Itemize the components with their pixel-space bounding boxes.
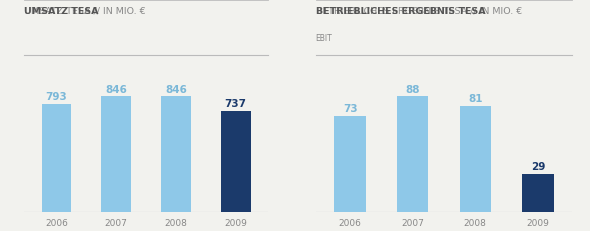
Text: 81: 81 [468,93,483,103]
Bar [397,97,428,213]
Bar [161,97,191,213]
Text: 846: 846 [105,84,127,94]
Bar [522,174,553,213]
Text: 88: 88 [405,84,420,94]
Text: BETRIEBLICHES ERGEBNIS TESA: BETRIEBLICHES ERGEBNIS TESA [316,7,485,16]
Text: UMSATZ TESA: UMSATZ TESA [24,7,98,16]
Bar [221,112,251,213]
Bar [460,106,491,213]
Bar [101,97,131,213]
Text: UMSATZ TESA // IN MIO. €: UMSATZ TESA // IN MIO. € [24,7,145,16]
Text: 846: 846 [165,84,187,94]
Text: 793: 793 [45,91,67,101]
Bar [335,117,366,213]
Text: 737: 737 [225,99,247,109]
Text: EBIT: EBIT [316,33,332,43]
Text: 73: 73 [343,104,358,114]
Text: 29: 29 [530,162,545,172]
Bar [41,104,71,213]
Text: BETRIEBLICHES ERGEBNIS TESA // IN MIO. €: BETRIEBLICHES ERGEBNIS TESA // IN MIO. € [316,7,522,16]
